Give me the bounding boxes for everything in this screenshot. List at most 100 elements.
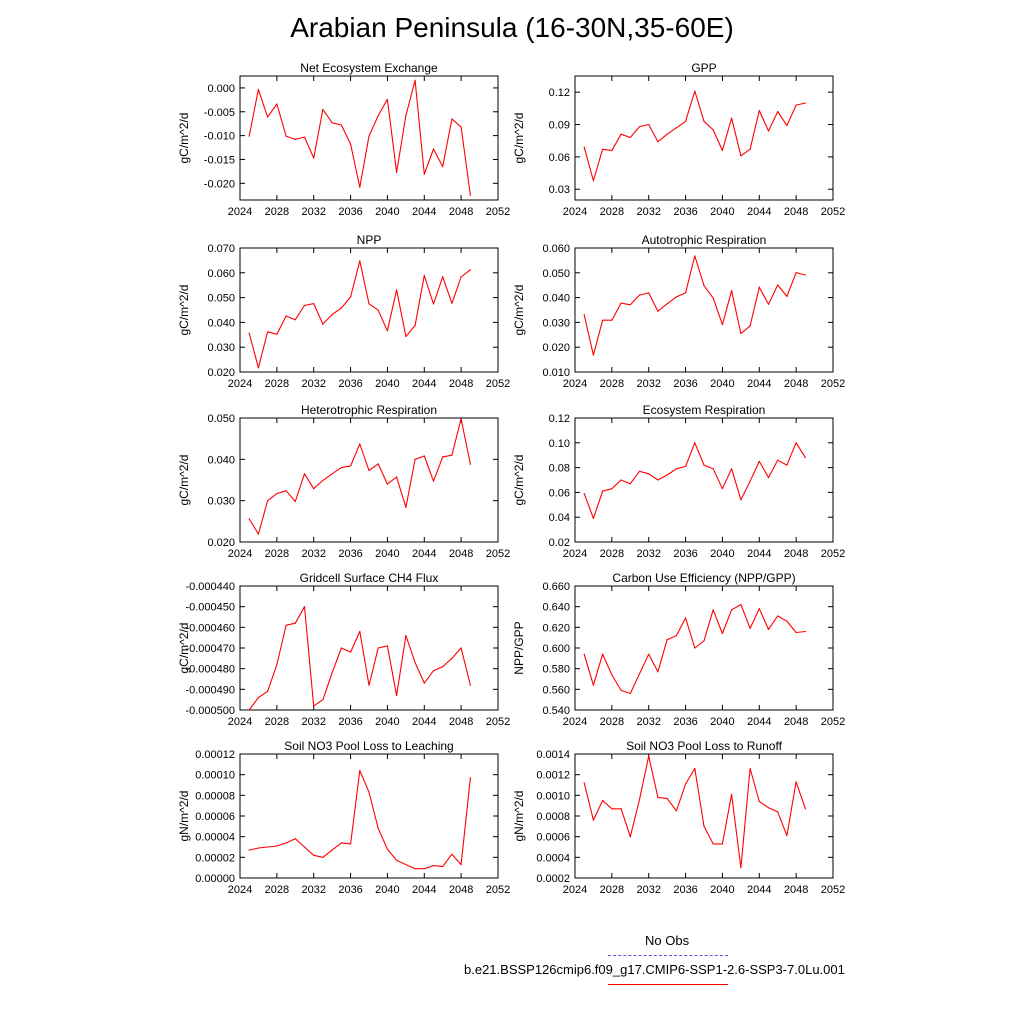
panel-3-xtick-label: 2052: [821, 378, 845, 390]
panel-7-data-point: [758, 608, 760, 610]
panel-3-data-point: [795, 271, 797, 274]
panel-9-xtick-label: 2044: [747, 884, 771, 896]
panel-8-xtick-label: 2052: [486, 884, 510, 896]
panel-9-xtick-label: 2024: [563, 884, 587, 896]
panel-1-data-point: [629, 136, 631, 139]
panel-7-data-point: [602, 653, 604, 655]
panel-6-data-point: [322, 699, 324, 701]
panel-0-series-line: [248, 79, 471, 196]
panel-7-ytick-label: 0.660: [542, 581, 570, 593]
panel-9-title: Soil NO3 Pool Loss to Runoff: [626, 739, 783, 753]
panel-3-data-point: [629, 304, 631, 306]
panel-2-data-point: [396, 289, 398, 291]
panel-9-ylabel: gN/m^2/d: [512, 791, 526, 842]
panel-3-ytick-label: 0.020: [542, 342, 570, 354]
panel-0-data-point: [322, 108, 324, 110]
panel-7-xtick-label: 2032: [636, 716, 660, 728]
panel-1-ytick-label: 0.06: [549, 152, 570, 164]
panel-3-data-point: [804, 274, 806, 276]
panel-9-ytick-label: 0.0004: [536, 852, 570, 864]
panel-8-data-point: [359, 769, 361, 772]
panel-2-data-point: [359, 260, 361, 262]
panel-1-frame: [574, 75, 834, 201]
panel-5-xtick-label: 2036: [673, 548, 697, 560]
panel-0-data-point: [423, 173, 425, 175]
panel-7-data-point: [611, 674, 613, 676]
panel-1-xtick-label: 2044: [747, 206, 771, 218]
panel-2-data-point: [423, 274, 425, 277]
panel-0-ytick-label: 0.000: [207, 83, 235, 95]
panel-5-data-point: [611, 488, 613, 490]
panel-9-xtick-label: 2036: [673, 884, 697, 896]
panel-2-data-point: [414, 324, 416, 326]
panel-6-data-point: [340, 647, 342, 649]
panel-9-data-point: [758, 800, 760, 803]
panel-0-data-point: [313, 157, 315, 159]
panel-7-xtick-label: 2044: [747, 716, 771, 728]
panel-1-xtick-label: 2032: [636, 206, 660, 218]
panel-6-data-point: [460, 647, 462, 649]
panel-4-data-point: [377, 463, 379, 465]
panel-3-data-point: [675, 296, 677, 298]
panel-3-title: Autotrophic Respiration: [642, 233, 767, 247]
panel-6-data-point: [368, 684, 370, 686]
panel-1-data-point: [731, 117, 733, 119]
panel-6-xtick-label: 2024: [228, 716, 252, 728]
panel-8-series-line: [249, 769, 471, 870]
panel-0-data-point: [349, 143, 352, 145]
panel-1-data-point: [703, 120, 705, 122]
panel-0-xtick-label: 2044: [412, 206, 436, 218]
panel-7-xtick-label: 2028: [600, 716, 624, 728]
panel-4-data-point: [368, 469, 370, 472]
panel-4-data-point: [340, 467, 342, 469]
panel-7-data-point: [777, 615, 779, 617]
panel-3-data-point: [666, 303, 668, 305]
panel-3-ytick-label: 0.030: [542, 317, 570, 329]
panel-4-data-point: [285, 490, 287, 492]
panel-9-data-point: [666, 797, 668, 800]
panel-1-data-point: [758, 109, 760, 112]
panel-7-data-point: [675, 635, 677, 637]
panel-2-title: NPP: [357, 233, 382, 247]
panel-2-ytick-label: 0.070: [207, 243, 235, 255]
panel-6-data-point: [359, 630, 361, 633]
panel-4-data-point: [349, 465, 352, 467]
panel-5-xtick-label: 2048: [784, 548, 808, 560]
panel-0-data-point: [294, 138, 296, 141]
panel-2-series-line: [248, 260, 471, 369]
panel-3-data-point: [592, 354, 595, 356]
panel-8-ylabel: gN/m^2/d: [177, 791, 191, 842]
panel-4-ytick-label: 0.030: [207, 496, 235, 508]
panel-2-data-point: [442, 276, 444, 278]
panel-2-ytick-label: 0.020: [207, 367, 235, 379]
panel-3-data-point: [694, 255, 696, 257]
panel-2-ylabel: gC/m^2/d: [177, 285, 191, 336]
panel-4-data-point: [442, 456, 444, 458]
panel-6-data-point: [248, 709, 250, 711]
panel-8-xtick-label: 2032: [301, 884, 325, 896]
panel-9-frame: [574, 753, 834, 879]
panel-7-frame: [574, 585, 834, 711]
panel-6-ytick-label: -0.000480: [185, 664, 235, 676]
panel-3-data-point: [648, 292, 650, 294]
panel-1-title: GPP: [691, 61, 716, 75]
panel-1-data-point: [611, 149, 613, 151]
panel-5-data-point: [703, 464, 705, 466]
panel-1-xtick-label: 2040: [710, 206, 734, 218]
panel-1-data-point: [684, 120, 687, 122]
panel-0-xtick-label: 2028: [265, 206, 289, 218]
panel-9-data-point: [620, 808, 622, 810]
panel-3-data-point: [731, 290, 733, 292]
panel-8-xtick-label: 2040: [375, 884, 399, 896]
panel-4-xtick-label: 2048: [449, 548, 473, 560]
panel-6-title: Gridcell Surface CH4 Flux: [300, 571, 439, 585]
panel-5-data-point: [804, 457, 806, 459]
panel-5-data-point: [777, 459, 779, 461]
panel-6-data-point: [442, 666, 444, 668]
panel-4-xtick-label: 2032: [301, 548, 325, 560]
panel-8-frame: [239, 753, 499, 879]
panel-1-ytick-label: 0.12: [549, 87, 570, 99]
panel-4-data-point: [423, 455, 425, 457]
panel-1-data-point: [740, 155, 742, 157]
panel-5-data-point: [638, 470, 641, 472]
